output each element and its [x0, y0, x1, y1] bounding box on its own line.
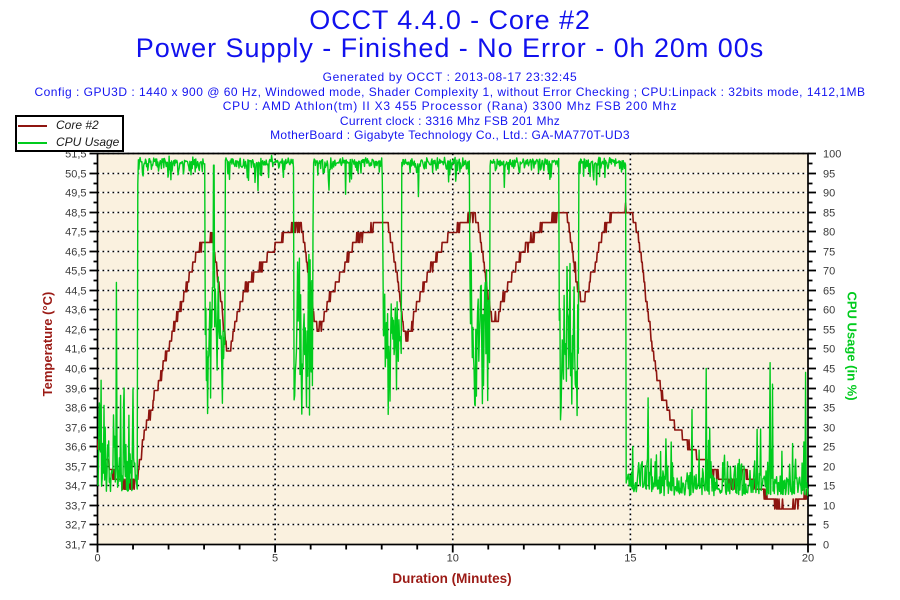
svg-text:32,7: 32,7 — [65, 519, 86, 531]
svg-text:43,6: 43,6 — [65, 304, 86, 316]
svg-text:39,6: 39,6 — [65, 383, 86, 395]
svg-text:37,6: 37,6 — [65, 422, 86, 434]
svg-text:5: 5 — [272, 553, 278, 565]
svg-text:15: 15 — [823, 480, 835, 492]
svg-text:Temperature (°C): Temperature (°C) — [40, 292, 55, 397]
svg-text:33,7: 33,7 — [65, 500, 86, 512]
svg-text:0: 0 — [94, 553, 100, 565]
svg-text:41,6: 41,6 — [65, 343, 86, 355]
svg-text:40,6: 40,6 — [65, 363, 86, 375]
svg-text:65: 65 — [823, 285, 835, 297]
svg-text:15: 15 — [624, 553, 636, 565]
svg-text:45,5: 45,5 — [65, 265, 86, 277]
svg-text:36,6: 36,6 — [65, 441, 86, 453]
svg-text:85: 85 — [823, 207, 835, 219]
svg-text:25: 25 — [823, 441, 835, 453]
svg-text:80: 80 — [823, 226, 835, 238]
svg-text:45: 45 — [823, 363, 835, 375]
svg-text:31,7: 31,7 — [65, 539, 86, 551]
svg-text:5: 5 — [823, 519, 829, 531]
svg-text:75: 75 — [823, 246, 835, 258]
svg-text:46,5: 46,5 — [65, 246, 86, 258]
svg-text:0: 0 — [823, 539, 829, 551]
svg-text:90: 90 — [823, 187, 835, 199]
svg-text:20: 20 — [802, 553, 814, 565]
svg-text:40: 40 — [823, 383, 835, 395]
svg-text:100: 100 — [823, 148, 841, 160]
svg-text:38,6: 38,6 — [65, 402, 86, 414]
svg-text:55: 55 — [823, 324, 835, 336]
svg-text:50,5: 50,5 — [65, 168, 86, 180]
svg-text:49,5: 49,5 — [65, 187, 86, 199]
svg-text:48,5: 48,5 — [65, 207, 86, 219]
svg-text:10: 10 — [447, 553, 459, 565]
svg-text:CPU Usage (in %): CPU Usage (in %) — [845, 291, 860, 400]
svg-text:35,7: 35,7 — [65, 461, 86, 473]
svg-text:50: 50 — [823, 343, 835, 355]
svg-text:44,5: 44,5 — [65, 285, 86, 297]
svg-text:Duration (Minutes): Duration (Minutes) — [392, 571, 511, 586]
svg-text:34,7: 34,7 — [65, 480, 86, 492]
svg-text:20: 20 — [823, 461, 835, 473]
svg-text:70: 70 — [823, 265, 835, 277]
svg-text:42,6: 42,6 — [65, 324, 86, 336]
svg-text:60: 60 — [823, 304, 835, 316]
svg-text:47,5: 47,5 — [65, 226, 86, 238]
svg-text:10: 10 — [823, 500, 835, 512]
svg-text:30: 30 — [823, 422, 835, 434]
svg-text:95: 95 — [823, 168, 835, 180]
svg-text:35: 35 — [823, 402, 835, 414]
